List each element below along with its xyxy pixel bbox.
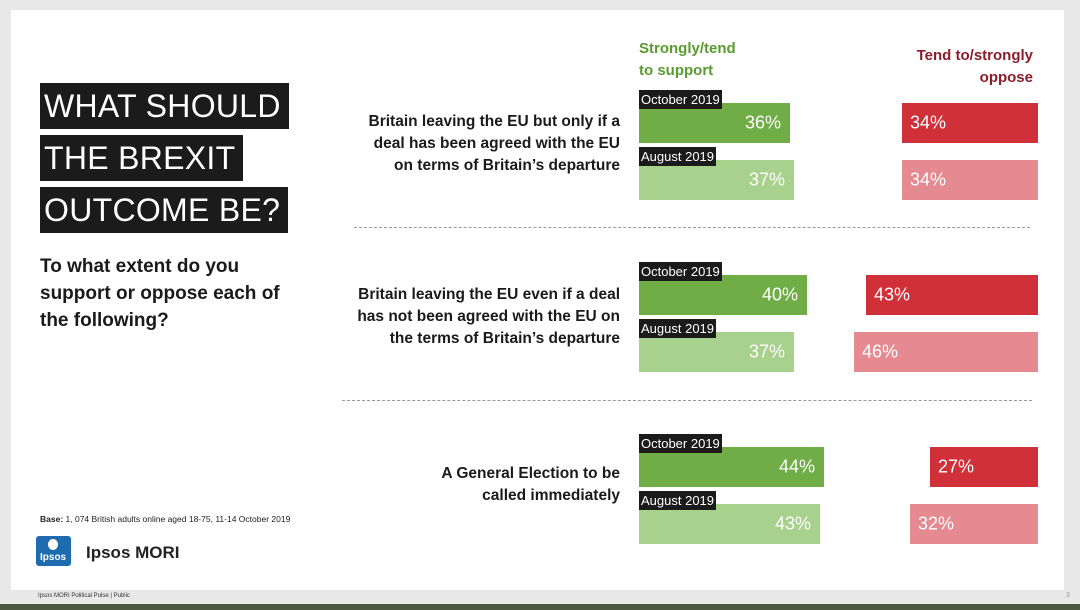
- category-label-line: the terms of Britain’s departure: [389, 330, 620, 347]
- divider-2: [342, 400, 1032, 401]
- support-value-label: 44%: [778, 456, 815, 477]
- question-text: To what extent do you support or oppose …: [40, 256, 280, 331]
- period-label: August 2019: [639, 319, 717, 338]
- oppose-value-label: 34%: [910, 169, 947, 190]
- support-value-label: 37%: [748, 341, 785, 362]
- category-label-line: deal has been agreed with the EU: [373, 135, 620, 152]
- title-line-2: THE BREXIT: [40, 135, 244, 181]
- category-label: A General Election to be called immediate…: [330, 463, 620, 507]
- category-label: Britain leaving the EU even if a deal has…: [330, 284, 620, 350]
- category-label: Britain leaving the EU but only if a deal…: [330, 111, 620, 177]
- oppose-value-label: 46%: [862, 341, 899, 362]
- period-label: August 2019: [639, 147, 717, 166]
- support-bar: 37%: [639, 332, 794, 372]
- title-line-3: OUTCOME BE?: [40, 187, 289, 233]
- period-label: October 2019: [639, 262, 722, 281]
- oppose-bar: 46%: [854, 332, 1038, 372]
- logo-word: Ipsos: [40, 552, 67, 563]
- category-label-line: Britain leaving the EU but only if a: [368, 113, 620, 130]
- category-label-line: has not been agreed with the EU on: [357, 308, 620, 325]
- support-value-label: 40%: [761, 284, 798, 305]
- oppose-value-label: 32%: [918, 513, 955, 534]
- oppose-value-label: 27%: [938, 456, 975, 477]
- base-note: Base: 1, 074 British adults online aged …: [40, 514, 290, 524]
- ipsos-logo-icon: Ipsos: [36, 536, 71, 566]
- logo-dot: [48, 539, 58, 550]
- period-label: October 2019: [639, 90, 722, 109]
- divider-1: [354, 227, 1030, 228]
- base-label: Base:: [40, 514, 64, 524]
- title-line-1: WHAT SHOULD: [40, 83, 289, 129]
- brand-name: Ipsos MORI: [86, 543, 180, 562]
- support-bar: 37%: [639, 160, 794, 200]
- support-bar: 36%: [639, 103, 790, 143]
- oppose-bar: 34%: [902, 160, 1038, 200]
- category-label-line: A General Election to be: [441, 465, 620, 482]
- base-text: 1, 074 British adults online aged 18-75,…: [63, 514, 291, 524]
- support-value-label: 43%: [774, 513, 811, 534]
- oppose-bar: 32%: [910, 504, 1038, 544]
- support-header-line-1: Strongly/tend: [639, 40, 736, 57]
- oppose-header: Tend to/strongly oppose: [880, 45, 1033, 89]
- support-bar: 43%: [639, 504, 820, 544]
- support-value-label: 36%: [744, 112, 781, 133]
- period-label: October 2019: [639, 434, 722, 453]
- category-label-line: on terms of Britain’s departure: [394, 157, 620, 174]
- oppose-value-label: 43%: [874, 284, 911, 305]
- period-label: August 2019: [639, 491, 717, 510]
- support-bar: 40%: [639, 275, 807, 315]
- support-header: Strongly/tend to support: [639, 38, 736, 82]
- oppose-header-line-2: oppose: [979, 69, 1033, 86]
- oppose-header-line-1: Tend to/strongly: [916, 47, 1033, 64]
- footer-bar: [0, 604, 1080, 610]
- page-number: 3: [1066, 592, 1070, 599]
- oppose-bar: 34%: [902, 103, 1038, 143]
- support-value-label: 37%: [748, 169, 785, 190]
- support-header-line-2: to support: [639, 62, 714, 79]
- oppose-bar: 27%: [930, 447, 1038, 487]
- category-label-line: called immediately: [482, 487, 620, 504]
- category-label-line: Britain leaving the EU even if a deal: [358, 286, 620, 303]
- oppose-value-label: 34%: [910, 112, 947, 133]
- support-bar: 44%: [639, 447, 824, 487]
- oppose-bar: 43%: [866, 275, 1038, 315]
- footer-text: Ipsos MORI Political Pulse | Public: [38, 593, 130, 599]
